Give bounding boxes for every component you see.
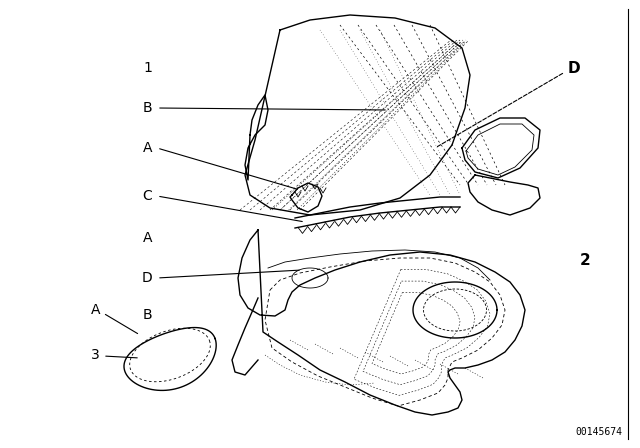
Text: C: C [142,189,152,203]
Text: 3: 3 [92,348,100,362]
Text: 1: 1 [143,61,152,75]
Text: D: D [141,271,152,285]
Text: A: A [143,231,152,245]
Text: A: A [143,141,152,155]
Text: B: B [142,101,152,115]
Text: 2: 2 [580,253,591,267]
Text: D: D [568,60,580,76]
Text: 00145674: 00145674 [575,427,622,437]
Text: B: B [142,308,152,322]
Text: A: A [90,303,100,317]
